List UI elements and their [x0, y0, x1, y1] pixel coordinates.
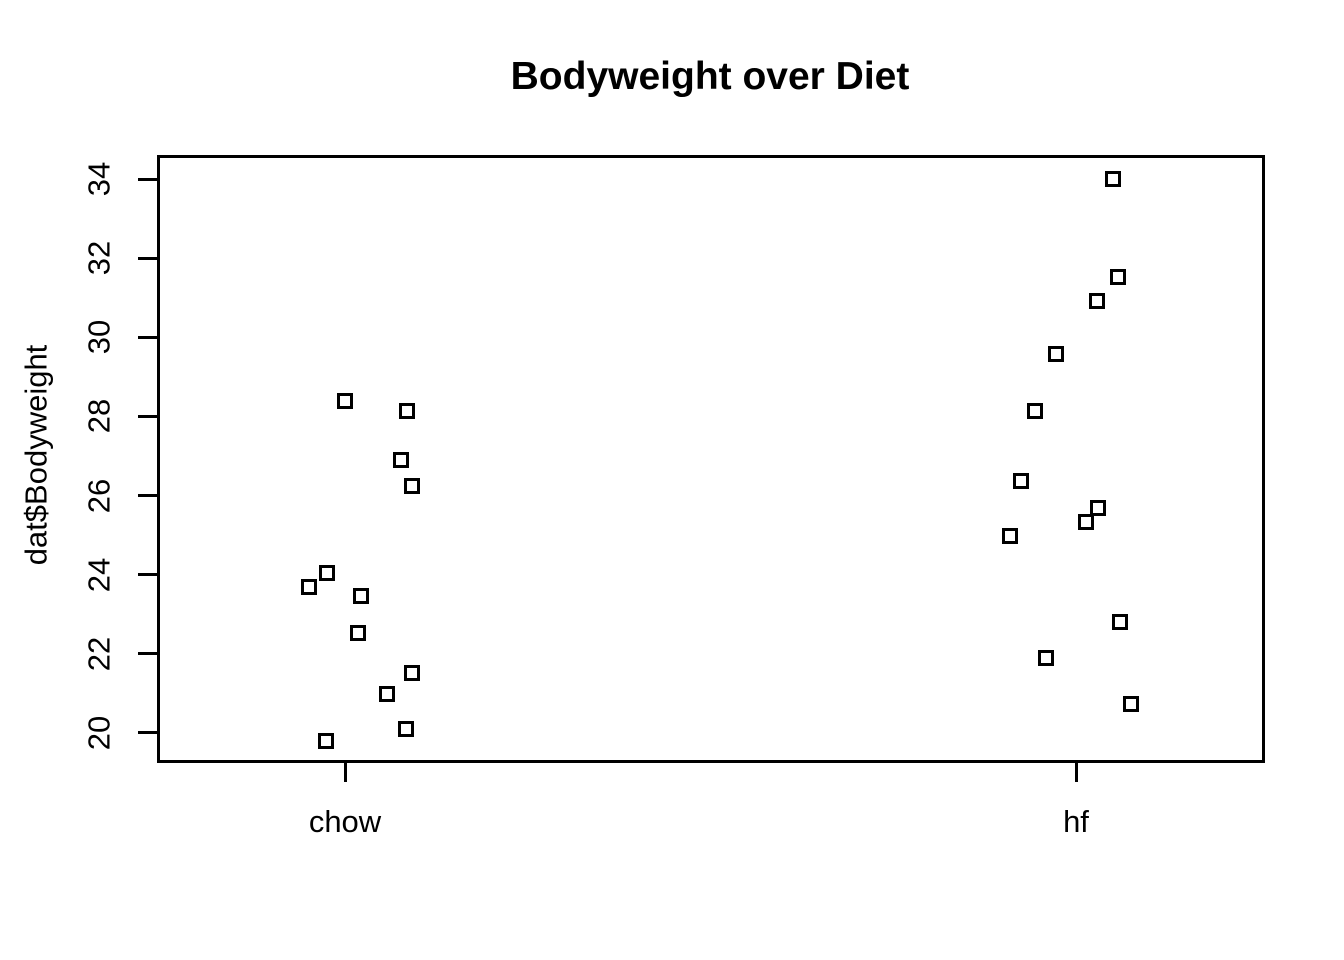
y-axis-title: dat$Bodyweight	[18, 344, 54, 566]
y-tick-label: 32	[81, 241, 117, 276]
data-point-square	[318, 733, 335, 750]
y-axis-tick	[138, 731, 158, 735]
y-axis-tick	[138, 414, 158, 418]
y-tick-label: 20	[81, 715, 117, 750]
data-point-square	[1123, 695, 1139, 712]
x-tick-label-hf: hf	[1063, 804, 1089, 839]
y-axis-tick	[138, 652, 158, 656]
data-point-square	[379, 685, 396, 702]
y-tick-label: 22	[81, 636, 117, 671]
data-point-square	[1105, 170, 1122, 187]
plot-frame	[157, 155, 1265, 763]
y-axis-tick	[138, 573, 158, 577]
y-tick-label: 28	[81, 399, 117, 434]
data-point-square	[1111, 614, 1128, 631]
data-point-square	[398, 402, 415, 419]
data-point-square	[1077, 513, 1094, 530]
chart-title: Bodyweight over Diet	[510, 55, 910, 98]
y-tick-label: 34	[81, 162, 117, 197]
data-point-square	[353, 588, 370, 605]
data-point-square	[403, 477, 420, 494]
y-tick-label: 26	[81, 478, 117, 513]
y-tick-label: 24	[81, 557, 117, 592]
data-point-square	[318, 565, 335, 582]
data-point-square	[392, 451, 409, 468]
data-point-square	[397, 720, 414, 737]
x-axis-tick-chow	[343, 762, 347, 782]
data-point-square	[404, 665, 421, 682]
data-point-square	[1090, 500, 1106, 517]
y-axis-tick	[138, 256, 158, 260]
data-point-square	[1037, 649, 1054, 666]
y-axis-tick	[138, 335, 158, 339]
data-point-square	[1027, 402, 1044, 419]
data-point-square	[300, 579, 317, 596]
y-axis-tick	[138, 177, 158, 181]
x-tick-label-chow: chow	[308, 804, 382, 839]
y-tick-label: 30	[81, 320, 117, 355]
data-point-square	[1012, 472, 1029, 489]
data-point-square	[1001, 528, 1018, 545]
data-point-square	[337, 392, 354, 409]
data-point-square	[1110, 268, 1126, 285]
data-point-square	[1088, 293, 1105, 310]
data-point-square	[350, 625, 366, 642]
data-point-square	[1048, 346, 1065, 363]
y-axis-tick	[138, 494, 158, 498]
x-axis-tick-hf	[1074, 762, 1078, 782]
